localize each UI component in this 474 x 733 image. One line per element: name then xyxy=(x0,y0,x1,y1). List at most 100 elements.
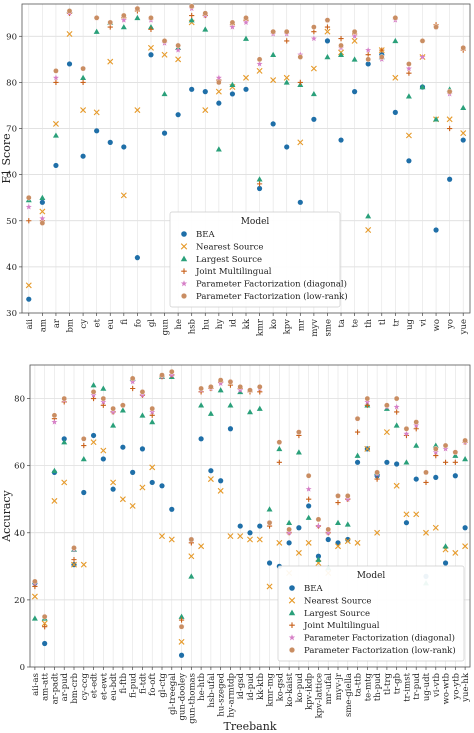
point-largest-source xyxy=(139,412,146,418)
gridlines xyxy=(30,365,470,668)
point-joint-multilingual xyxy=(178,617,185,623)
x-tick-label: ko-gsd xyxy=(275,672,285,701)
y-tick-label: 60 xyxy=(14,462,25,472)
point-parameter-factorization-low-rank xyxy=(139,389,146,395)
point-joint-multilingual xyxy=(433,453,439,459)
point-bea xyxy=(296,525,302,531)
point-nearest-source xyxy=(202,107,209,114)
point-joint-multilingual xyxy=(90,395,97,402)
legend-marker-largest-source xyxy=(180,255,188,262)
point-parameter-factorization-low-rank xyxy=(413,419,420,425)
point-nearest-source xyxy=(393,482,400,489)
y-tick-label: 30 xyxy=(6,309,17,319)
point-parameter-factorization-low-rank xyxy=(270,28,276,35)
point-bea xyxy=(198,436,204,442)
point-nearest-source xyxy=(256,67,263,74)
point-bea xyxy=(42,640,48,647)
point-bea xyxy=(325,536,331,543)
point-parameter-factorization-diagonal xyxy=(120,17,127,23)
point-nearest-source xyxy=(423,529,429,536)
x-tick-label: kk xyxy=(242,318,252,329)
point-parameter-factorization-low-rank xyxy=(243,15,249,21)
point-parameter-factorization-low-rank xyxy=(378,54,385,60)
point-bea xyxy=(130,469,136,475)
point-joint-multilingual xyxy=(423,479,429,486)
x-tick-label: gl-treegal xyxy=(168,673,178,715)
point-bea xyxy=(216,100,222,106)
legend-marker-largest-source xyxy=(288,609,296,616)
point-largest-source xyxy=(31,615,38,621)
point-bea xyxy=(53,162,59,169)
point-bea xyxy=(149,479,155,486)
x-tick-label: wo xyxy=(432,319,442,331)
point-nearest-source xyxy=(297,139,304,146)
point-nearest-source xyxy=(351,37,358,44)
point-joint-multilingual xyxy=(338,35,344,42)
point-largest-source xyxy=(335,519,341,525)
point-largest-source xyxy=(52,132,59,138)
point-nearest-source xyxy=(188,553,195,560)
point-joint-multilingual xyxy=(394,409,400,415)
point-parameter-factorization-diagonal xyxy=(52,74,59,81)
point-bea xyxy=(447,176,453,182)
point-bea xyxy=(462,525,468,531)
point-bea xyxy=(107,139,113,145)
point-joint-multilingual xyxy=(149,412,155,418)
x-tick-label: fi xyxy=(120,319,130,325)
legend-title: Model xyxy=(357,571,386,581)
point-bea xyxy=(243,86,249,92)
x-tick-label: hy-armtdp xyxy=(226,672,236,717)
point-parameter-factorization-low-rank xyxy=(227,378,234,385)
point-joint-multilingual xyxy=(257,389,263,395)
x-tick-label: et-edt xyxy=(90,672,100,698)
point-nearest-source xyxy=(52,120,59,127)
point-parameter-factorization-low-rank xyxy=(90,389,97,395)
x-tick-label: am xyxy=(38,319,48,332)
point-nearest-source xyxy=(256,536,263,543)
point-parameter-factorization-low-rank xyxy=(80,65,86,72)
point-nearest-source xyxy=(266,583,273,590)
point-parameter-factorization-diagonal xyxy=(325,529,332,536)
y-tick-label: 90 xyxy=(6,32,17,42)
legend-box xyxy=(277,565,465,662)
point-parameter-factorization-low-rank xyxy=(66,8,73,14)
point-nearest-source xyxy=(305,539,312,546)
point-parameter-factorization-low-rank xyxy=(208,384,214,390)
point-joint-multilingual xyxy=(256,181,263,187)
point-parameter-factorization-low-rank xyxy=(423,469,429,476)
point-largest-source xyxy=(276,445,283,452)
point-largest-source xyxy=(256,176,263,182)
point-parameter-factorization-diagonal xyxy=(413,422,420,428)
point-parameter-factorization-low-rank xyxy=(217,377,224,383)
point-joint-multilingual xyxy=(365,52,371,58)
point-nearest-source xyxy=(66,30,73,37)
point-parameter-factorization-diagonal xyxy=(393,403,400,410)
x-tick-label: id-gsd xyxy=(236,672,246,699)
x-tick-label: sme xyxy=(323,319,333,336)
legend-label-parameter-factorization-low-rank: Parameter Factorization (low-rank) xyxy=(304,645,456,656)
point-bea xyxy=(227,426,234,432)
point-nearest-source xyxy=(215,88,222,95)
point-parameter-factorization-diagonal xyxy=(432,449,439,455)
point-bea xyxy=(338,137,344,143)
point-largest-source xyxy=(338,51,345,57)
point-largest-source xyxy=(93,28,100,34)
point-nearest-source xyxy=(405,132,412,139)
x-tick-label: yo-ytb xyxy=(451,672,461,700)
point-parameter-factorization-low-rank xyxy=(432,446,439,452)
point-parameter-factorization-low-rank xyxy=(460,45,467,51)
point-largest-source xyxy=(110,422,117,428)
point-parameter-factorization-low-rank xyxy=(53,68,59,74)
point-parameter-factorization-low-rank xyxy=(419,38,426,44)
point-bea xyxy=(134,255,140,261)
point-nearest-source xyxy=(93,109,100,116)
x-tick-label: fo xyxy=(133,319,143,327)
point-largest-source xyxy=(392,37,399,44)
point-parameter-factorization-low-rank xyxy=(175,42,181,49)
x-tick-label: mr-ufal xyxy=(324,673,334,705)
x-tick-label: te-mtg xyxy=(363,672,373,701)
x-tick-label: gun xyxy=(161,318,171,335)
point-joint-multilingual xyxy=(80,79,86,86)
point-nearest-source xyxy=(119,496,126,503)
point-parameter-factorization-low-rank xyxy=(433,24,439,30)
